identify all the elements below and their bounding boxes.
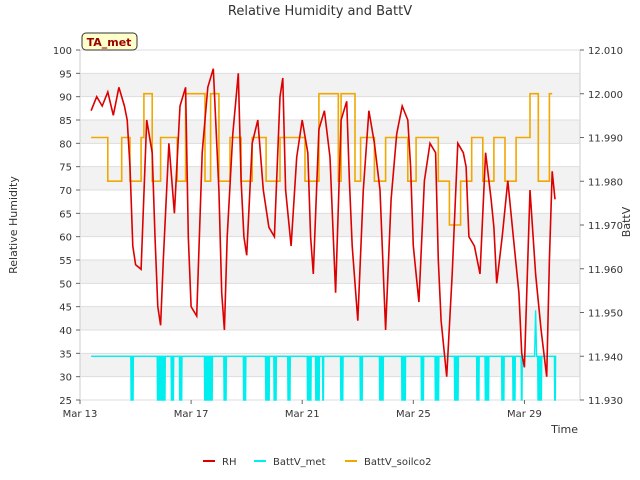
x-axis-label: Time bbox=[550, 423, 578, 436]
plot-band bbox=[80, 260, 580, 284]
x-tick-label: Mar 21 bbox=[285, 409, 320, 420]
y-tick-label: 70 bbox=[59, 186, 72, 197]
y2-tick-label: 12.010 bbox=[588, 46, 623, 57]
legend-label: RH bbox=[222, 457, 236, 468]
y-tick-label: 35 bbox=[59, 349, 72, 360]
y2-axis-ticks: 11.930 11.940 11.950 11.960 11.970 11.980 11.9… bbox=[580, 46, 623, 407]
legend: RH BattV_met BattV_soilco2 bbox=[203, 457, 432, 468]
series-line-battv-met bbox=[91, 310, 557, 401]
y2-tick-label: 11.960 bbox=[588, 265, 623, 276]
x-axis-ticks: Mar 13 Mar 17 Mar 21 Mar 25 Mar 29 bbox=[63, 400, 542, 420]
x-tick-label: Mar 25 bbox=[396, 409, 431, 420]
x-tick-label: Mar 29 bbox=[507, 409, 542, 420]
y-tick-label: 80 bbox=[59, 139, 72, 150]
plot-band bbox=[80, 306, 580, 330]
plot-band bbox=[80, 73, 580, 97]
y2-tick-label: 11.950 bbox=[588, 309, 623, 320]
y2-tick-label: 11.990 bbox=[588, 134, 623, 145]
y-tick-label: 100 bbox=[53, 46, 72, 57]
y-tick-label: 45 bbox=[59, 303, 72, 314]
station-badge: TA_met bbox=[81, 32, 138, 51]
y-tick-label: 65 bbox=[59, 209, 72, 220]
y2-tick-label: 11.970 bbox=[588, 221, 623, 232]
y-tick-label: 40 bbox=[59, 326, 72, 337]
y-axis-label: Relative Humidity bbox=[7, 176, 20, 274]
y-tick-label: 75 bbox=[59, 163, 72, 174]
chart-title: Relative Humidity and BattV bbox=[228, 4, 412, 19]
y-tick-label: 95 bbox=[59, 69, 72, 80]
y-tick-label: 60 bbox=[59, 233, 72, 244]
y-tick-label: 30 bbox=[59, 373, 72, 384]
y2-axis-label: BattV bbox=[620, 206, 633, 237]
legend-label: BattV_soilco2 bbox=[364, 457, 432, 468]
gridlines bbox=[80, 49, 580, 401]
x-tick-label: Mar 17 bbox=[174, 409, 209, 420]
y2-tick-label: 11.930 bbox=[588, 396, 623, 407]
y-tick-label: 25 bbox=[59, 396, 72, 407]
y-tick-label: 85 bbox=[59, 116, 72, 127]
y-tick-label: 55 bbox=[59, 256, 72, 267]
y-tick-label: 90 bbox=[59, 93, 72, 104]
y2-tick-label: 12.000 bbox=[588, 90, 623, 101]
legend-label: BattV_met bbox=[273, 457, 326, 468]
y2-tick-label: 11.940 bbox=[588, 352, 623, 363]
series-line-rh bbox=[90, 68, 556, 377]
station-badge-box bbox=[81, 32, 138, 51]
y-axis-ticks: 25 30 35 40 45 50 55 60 65 70 75 80 85 90 95 100 bbox=[53, 46, 80, 407]
y2-tick-label: 11.980 bbox=[588, 177, 623, 188]
station-badge-text: TA_met bbox=[87, 36, 132, 49]
y-tick-label: 50 bbox=[59, 279, 72, 290]
x-tick-label: Mar 13 bbox=[63, 409, 98, 420]
